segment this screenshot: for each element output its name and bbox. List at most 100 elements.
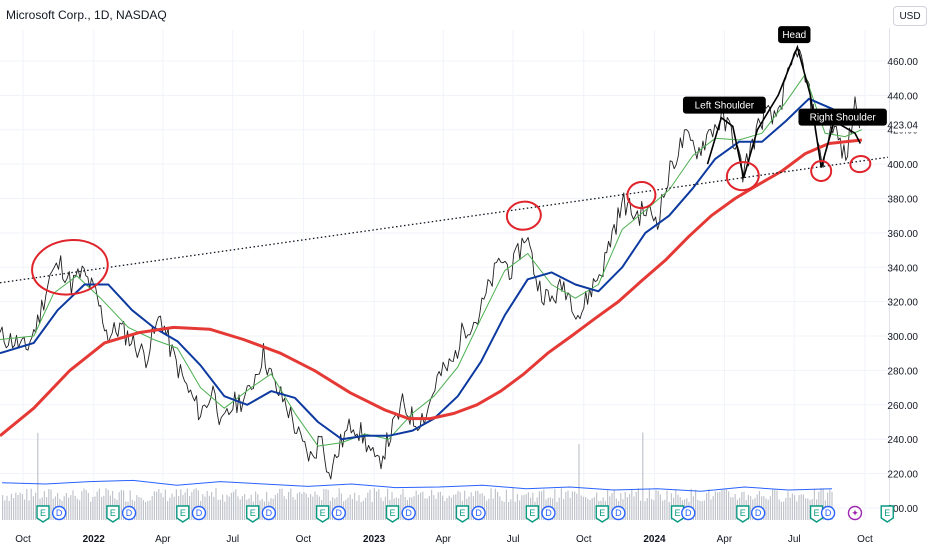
annotation-layer: Left Shoulder Head Right Shoulder: [0, 26, 889, 296]
volume-bar: [76, 498, 78, 520]
dividend-badge-label: D: [545, 508, 552, 518]
volume-ma-line: [1, 479, 833, 492]
dividend-badge-label: D: [266, 508, 273, 518]
volume-bar: [488, 498, 490, 520]
volume-bar: [699, 500, 701, 520]
y-tick-label: 340.00: [887, 263, 918, 274]
x-tick-label: Apr: [155, 534, 171, 545]
volume-bar: [626, 497, 628, 520]
y-tick-label: 400.00: [887, 160, 918, 171]
volume-bar: [290, 488, 292, 520]
currency-button[interactable]: USD: [893, 6, 927, 26]
earnings-badge-label: E: [814, 508, 820, 518]
volume-bar: [662, 500, 664, 520]
dividend-badge: [750, 505, 766, 521]
volume-bar: [732, 497, 734, 520]
volume-bar: [153, 491, 155, 520]
volume-bar: [444, 501, 446, 520]
volume-bar: [585, 496, 587, 520]
volume-bar: [171, 493, 173, 520]
volume-bar: [83, 488, 85, 520]
volume-bar: [164, 489, 166, 520]
volume-bar: [791, 493, 793, 520]
volume-bar: [371, 501, 373, 520]
red-circle-annotation: [505, 200, 542, 231]
volume-bar: [563, 499, 565, 520]
volume-bar: [4, 500, 6, 520]
ma-slow-line: [0, 138, 863, 437]
volume-bar: [373, 488, 375, 520]
volume-bar: [305, 493, 307, 520]
volume-bar: [446, 498, 448, 520]
volume-bar: [717, 492, 719, 520]
volume-bar: [217, 499, 219, 520]
volume-bar: [422, 491, 424, 520]
x-tick-label: Jul: [788, 534, 801, 545]
volume-bar: [611, 493, 613, 520]
volume-bar: [175, 489, 177, 520]
volume-bar: [712, 496, 714, 520]
earnings-badge: [595, 505, 609, 523]
volume-bar: [642, 432, 644, 520]
volume-bar: [68, 497, 70, 520]
earnings-badge-label: E: [740, 508, 746, 518]
volume-bar: [8, 500, 10, 520]
volume-bar: [829, 489, 831, 520]
volume-bar: [74, 495, 76, 520]
dividend-badge: [471, 505, 486, 521]
volume-bar: [281, 488, 283, 520]
volume-bar: [631, 489, 633, 520]
volume-bar: [6, 495, 8, 520]
dividend-badge-label: D: [475, 508, 482, 518]
volume-bar: [211, 491, 213, 520]
volume-bar: [714, 491, 716, 520]
volume-bar: [571, 491, 573, 520]
volume-bar: [369, 489, 371, 520]
ma-fast-line: [0, 74, 863, 447]
volume-bar: [697, 499, 699, 520]
volume-bar: [800, 494, 802, 520]
volume-bar: [92, 496, 94, 520]
volume-bar: [292, 497, 294, 520]
volume-bar: [776, 490, 778, 520]
volume-bar: [136, 495, 138, 520]
volume-bar: [274, 495, 276, 520]
volume-bar: [415, 490, 417, 520]
ma-mid-line: [0, 97, 863, 441]
volume-bar: [2, 495, 4, 520]
volume-bar: [813, 488, 815, 520]
dotted-trendline: [0, 156, 889, 284]
volume-bar: [120, 489, 122, 520]
volume-bar: [483, 495, 485, 520]
volume-bar: [37, 432, 39, 520]
earnings-badge: [809, 505, 824, 523]
volume-bar: [387, 488, 389, 520]
volume-bar: [439, 491, 441, 520]
volume-bar: [560, 488, 562, 520]
volume-bar: [160, 493, 162, 520]
volume-bar: [710, 499, 712, 520]
volume-bar: [312, 496, 314, 520]
red-circle-annotation: [31, 239, 109, 296]
x-tick-label: Oct: [576, 534, 592, 545]
volume-bar: [772, 488, 774, 520]
volume-bar: [635, 491, 637, 520]
volume-bar: [195, 488, 197, 520]
volume-bar: [147, 500, 149, 520]
volume-bar: [822, 488, 824, 520]
earnings-badge-label: E: [40, 508, 46, 518]
volume-bar: [283, 496, 285, 520]
volume-bar: [708, 489, 710, 520]
volume-bar: [431, 489, 433, 520]
volume-bar: [15, 492, 17, 520]
volume-bar: [659, 494, 661, 520]
volume-bar: [519, 500, 521, 520]
earnings-badge: [106, 505, 120, 523]
y-tick-label: 460.00: [887, 57, 918, 68]
volume-bar: [798, 495, 800, 520]
volume-bar: [94, 496, 96, 520]
volume-bar: [107, 489, 109, 520]
volume-bar: [145, 501, 147, 520]
x-tick-label: Jul: [226, 534, 239, 545]
